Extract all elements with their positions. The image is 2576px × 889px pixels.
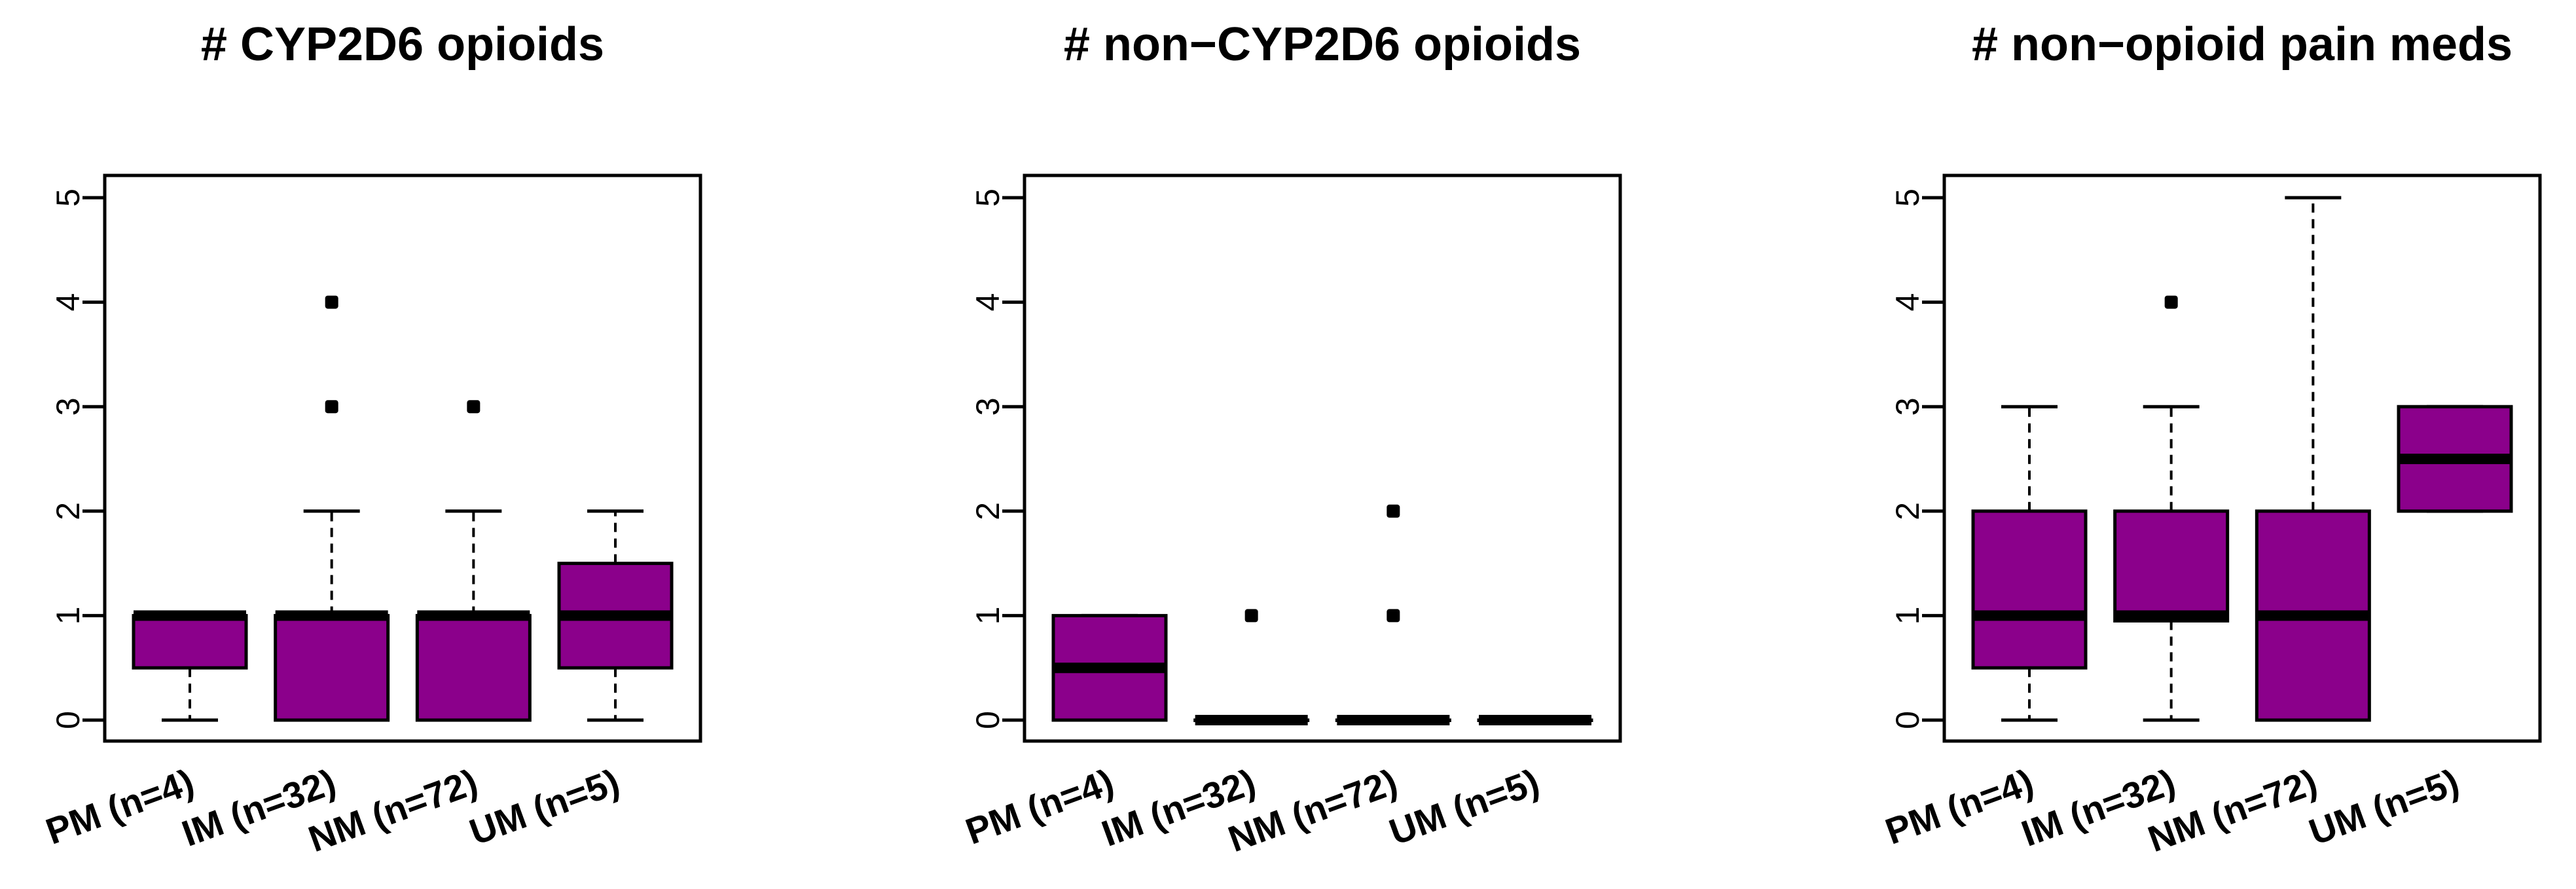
box-rect [274,613,390,722]
box-2 [1193,609,1310,725]
outlier-point [325,295,338,309]
panel-title: # CYP2D6 opioids [201,18,604,71]
box-2 [274,295,390,722]
x-category-label: UM (n=5) [464,761,625,853]
y-tick-label: 1 [1889,606,1926,625]
y-tick-label: 5 [50,189,86,207]
outlier-point [467,400,481,414]
y-tick-label: 5 [970,189,1006,207]
plot-frame [103,173,702,743]
y-tick-label: 5 [1889,189,1926,207]
y-tick-label: 4 [970,293,1006,312]
box-rect [415,613,532,722]
outlier-point [2164,295,2178,309]
outlier-point [1387,609,1400,623]
plot-frame [1942,173,2542,743]
y-tick-label: 3 [50,397,86,416]
box-3 [2255,196,2371,722]
box-4 [2397,405,2513,513]
x-category-label: PM (n=4) [41,761,199,852]
box-rect [1971,509,2088,670]
x-category-label: PM (n=4) [960,761,1119,852]
box-2 [2113,295,2230,722]
y-tick-label: 1 [50,606,86,625]
plot-frame [1023,173,1622,743]
box-rect [2113,509,2230,623]
x-category-label: UM (n=5) [2304,761,2464,853]
box-rect [132,613,248,670]
outlier-point [325,400,338,414]
y-tick-label: 2 [970,502,1006,520]
y-tick-label: 3 [1889,397,1926,416]
box-1 [132,610,248,722]
box-1 [1051,613,1168,722]
panel-title: # non−CYP2D6 opioids [1064,18,1581,71]
y-tick-label: 3 [970,397,1006,416]
outlier-point [1244,609,1258,623]
y-tick-label: 2 [1889,502,1926,520]
y-tick-label: 0 [50,711,86,729]
box-4 [557,509,674,722]
box-3 [1335,504,1451,725]
box-4 [1477,715,1593,725]
y-tick-label: 4 [50,293,86,312]
box-1 [1971,405,2088,722]
x-category-label: UM (n=5) [1384,761,1544,853]
box-3 [415,400,532,722]
y-tick-label: 1 [970,606,1006,625]
x-category-label: PM (n=4) [1880,761,2039,852]
panel-title: # non−opioid pain meds [1972,18,2513,71]
y-tick-label: 2 [50,502,86,520]
outlier-point [1387,504,1400,518]
y-tick-label: 0 [970,711,1006,729]
y-tick-label: 0 [1889,711,1926,729]
y-tick-label: 4 [1889,293,1926,312]
